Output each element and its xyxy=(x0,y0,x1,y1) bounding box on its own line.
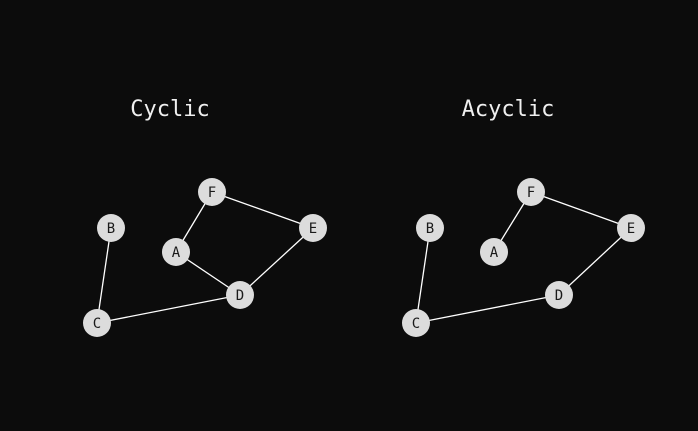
cyclic-edges xyxy=(96,191,314,324)
acyclic-node-a: A xyxy=(480,238,508,266)
acyclic-node-e-label: E xyxy=(627,221,635,237)
cyclic-edge-e-d xyxy=(239,227,314,296)
acyclic-title: Acyclic xyxy=(462,97,555,122)
cyclic-node-a: A xyxy=(162,238,190,266)
acyclic-node-b-label: B xyxy=(426,221,434,237)
acyclic-node-f-label: F xyxy=(527,185,535,201)
acyclic-node-e: E xyxy=(617,214,645,242)
cyclic-node-d-label: D xyxy=(236,288,244,304)
acyclic-node-f-circle xyxy=(517,178,545,206)
acyclic-node-b-circle xyxy=(416,214,444,242)
acyclic-nodes: A B C D E F xyxy=(402,178,645,337)
cyclic-node-c: C xyxy=(83,309,111,337)
cyclic-node-b-circle xyxy=(97,214,125,242)
acyclic-edge-d-c xyxy=(415,294,560,324)
acyclic-node-d-circle xyxy=(545,281,573,309)
cyclic-node-d: D xyxy=(226,281,254,309)
acyclic-node-c-label: C xyxy=(412,316,420,332)
cyclic-nodes: A B C D E F xyxy=(83,178,327,337)
acyclic-edge-b-c xyxy=(415,227,431,324)
acyclic-node-d: D xyxy=(545,281,573,309)
cyclic-node-c-circle xyxy=(83,309,111,337)
acyclic-node-d-label: D xyxy=(555,288,563,304)
cyclic-node-a-label: A xyxy=(172,245,181,261)
cyclic-title: Cyclic xyxy=(130,97,209,122)
acyclic-node-c: C xyxy=(402,309,430,337)
cyclic-edge-b-c xyxy=(96,227,112,324)
cyclic-edge-d-c xyxy=(96,294,241,324)
cyclic-node-e-circle xyxy=(299,214,327,242)
acyclic-node-c-circle xyxy=(402,309,430,337)
acyclic-node-f: F xyxy=(517,178,545,206)
cyclic-node-c-label: C xyxy=(93,316,101,332)
cyclic-graph: Cyclic A B C D E F xyxy=(83,97,327,337)
acyclic-graph: Acyclic A B C D E F xyxy=(402,97,645,337)
cyclic-node-d-circle xyxy=(226,281,254,309)
acyclic-edge-f-e xyxy=(530,191,632,229)
cyclic-node-f-label: F xyxy=(208,185,216,201)
cyclic-node-f: F xyxy=(198,178,226,206)
acyclic-node-b: B xyxy=(416,214,444,242)
cyclic-edge-f-e xyxy=(211,191,314,229)
cyclic-node-e-label: E xyxy=(309,221,317,237)
acyclic-edge-e-d xyxy=(558,227,632,296)
acyclic-node-e-circle xyxy=(617,214,645,242)
acyclic-edges xyxy=(415,191,632,324)
cyclic-node-e: E xyxy=(299,214,327,242)
acyclic-node-a-label: A xyxy=(490,245,499,261)
cyclic-node-a-circle xyxy=(162,238,190,266)
cyclic-node-b: B xyxy=(97,214,125,242)
cyclic-node-f-circle xyxy=(198,178,226,206)
cyclic-node-b-label: B xyxy=(107,221,115,237)
acyclic-node-a-circle xyxy=(480,238,508,266)
